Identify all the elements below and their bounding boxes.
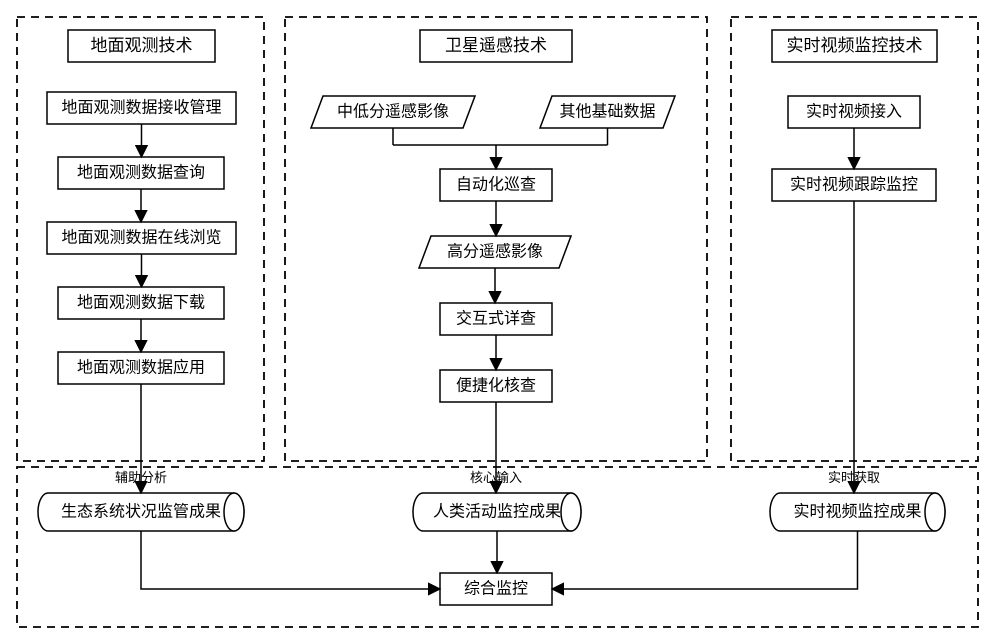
l3-label: 地面观测数据在线浏览 xyxy=(61,229,221,247)
c5-label: 交互式详查 xyxy=(456,310,536,328)
c3-label: 自动化巡查 xyxy=(456,176,536,194)
edge-label: 核心输入 xyxy=(470,470,522,485)
edge-label: 辅助分析 xyxy=(115,470,167,485)
l2-label: 地面观测数据查询 xyxy=(77,164,205,182)
r1-label: 实时视频接入 xyxy=(806,103,902,121)
b3-label: 实时视频监控成果 xyxy=(793,503,921,521)
edge-label: 实时获取 xyxy=(828,470,880,485)
l5-label: 地面观测数据应用 xyxy=(77,358,205,377)
c1-label: 中低分遥感影像 xyxy=(337,103,449,121)
b2-label: 人类活动监控成果 xyxy=(433,503,561,521)
edge-b3-b4 xyxy=(552,531,858,589)
r2-label: 实时视频跟踪监控 xyxy=(790,176,918,194)
t2-label: 卫星遥感技术 xyxy=(445,36,547,55)
edge-b1-b4 xyxy=(141,531,440,589)
l1-label: 地面观测数据接收管理 xyxy=(61,99,221,117)
l4-label: 地面观测数据下载 xyxy=(77,294,205,312)
b1-label: 生态系统状况监管成果 xyxy=(61,503,221,521)
c6-label: 便捷化核查 xyxy=(456,377,536,395)
c4-label: 高分遥感影像 xyxy=(447,243,543,261)
b4-label: 综合监控 xyxy=(464,580,528,598)
t1-label: 地面观测技术 xyxy=(91,36,193,55)
c2-label: 其他基础数据 xyxy=(559,103,655,121)
flowchart-canvas: 地面观测技术 卫星遥感技术 实时视频监控技术地面观测数据接收管理地面观测数据查询地面… xyxy=(0,0,1000,641)
t3-label: 实时视频监控技术 xyxy=(787,36,923,55)
